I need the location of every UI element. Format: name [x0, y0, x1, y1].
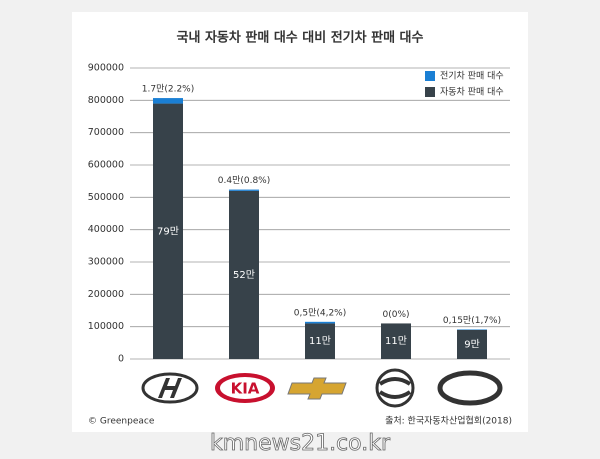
legend-label: 자동차 판매 대수 — [440, 86, 504, 98]
hyundai-logo — [141, 372, 199, 404]
y-tick-label: 900000 — [88, 63, 124, 74]
source: 출처: 한국자동차산업협회(2018) — [385, 415, 512, 427]
value-label: 0,5만(4,2%) — [294, 307, 346, 318]
value-label: 9만 — [464, 338, 480, 350]
panel — [72, 12, 528, 432]
ssangyong-mark — [378, 377, 412, 399]
bar-segment — [457, 329, 487, 359]
value-label: 0.4만(0.8%) — [218, 175, 270, 186]
y-tick-label: 400000 — [88, 224, 124, 235]
value-label: 11만 — [385, 335, 407, 347]
y-tick-label: 800000 — [88, 95, 124, 106]
value-label: 1.7만(2.2%) — [142, 84, 194, 95]
hyundai-mark — [158, 378, 182, 398]
value-label: 0(0%) — [382, 310, 409, 320]
legend-swatch — [425, 71, 435, 81]
value-label: 52만 — [233, 269, 255, 281]
y-tick-label: 500000 — [88, 192, 124, 203]
x-tick-label: KIA — [231, 380, 260, 398]
bar-segment — [229, 189, 259, 191]
y-tick-label: 600000 — [88, 160, 124, 171]
plot: 0 100000 200000 300000 400000 500000 600000 700… — [88, 63, 510, 365]
ssangyong-logo — [375, 368, 415, 408]
value-label: 11만 — [309, 335, 331, 347]
logos — [141, 368, 503, 408]
y-tick-label: 700000 — [88, 127, 124, 138]
bar-segment — [381, 323, 411, 359]
legend-swatch — [425, 87, 435, 97]
legend-label: 전기차 판매 대수 — [440, 70, 504, 82]
chevrolet-logo — [287, 377, 347, 400]
watermark: kmnews21.co.kr — [210, 431, 391, 456]
bar-segment — [153, 103, 183, 359]
value-label: 0,15만(1,7%) — [443, 315, 501, 326]
y-tick-label: 300000 — [88, 257, 124, 268]
y-tick-label: 200000 — [88, 289, 124, 300]
y-tick-label: 0 — [118, 354, 124, 365]
renault-samsung-logo — [437, 370, 503, 406]
kia-inner — [220, 377, 270, 399]
y-tick-label: 100000 — [88, 321, 124, 332]
value-label: 79만 — [157, 225, 179, 237]
credit: © Greenpeace — [88, 417, 155, 427]
bar-segment — [305, 323, 335, 359]
bar-segment — [153, 98, 183, 104]
chart-title: 국내 자동차 판매 대수 대비 전기차 판매 대수 — [177, 30, 424, 46]
bar-segment — [229, 190, 259, 359]
bar-segment — [305, 321, 335, 324]
